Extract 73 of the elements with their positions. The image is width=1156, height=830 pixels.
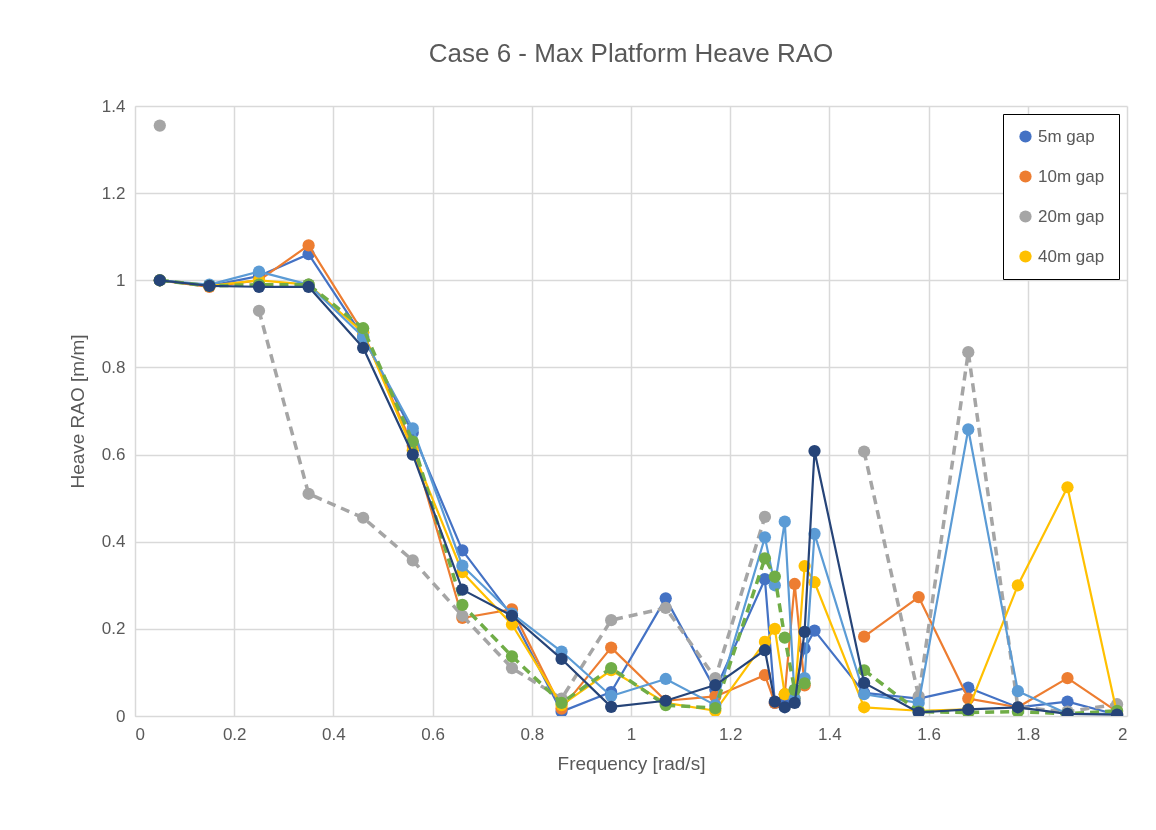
point <box>768 570 781 583</box>
point <box>659 601 672 615</box>
point <box>758 552 772 565</box>
x-tick-label: 0.4 <box>322 724 346 744</box>
point <box>808 444 821 458</box>
y-tick-label: 0.4 <box>101 532 126 552</box>
point <box>858 445 871 458</box>
point <box>456 583 469 596</box>
point <box>858 701 871 714</box>
chart-title: Case 6 - Max Platform Heave RAO <box>428 38 834 68</box>
x-axis-title: Frequency [rad/s] <box>557 752 706 774</box>
y-tick-label: 0.6 <box>101 445 126 465</box>
point <box>555 652 568 666</box>
legend-label: 20m gap <box>1038 206 1105 226</box>
point <box>605 614 618 627</box>
point <box>456 598 469 611</box>
point <box>788 577 801 591</box>
point <box>758 644 772 657</box>
point <box>406 554 419 567</box>
point <box>858 676 871 689</box>
x-tick-label: 0.6 <box>421 724 445 744</box>
point <box>605 641 618 654</box>
point <box>357 341 370 354</box>
x-tick-label: 1.2 <box>718 724 743 744</box>
point <box>357 322 370 335</box>
y-axis-title: Heave RAO [m/m] <box>66 334 88 489</box>
x-tick-label: 1 <box>626 724 637 744</box>
point <box>778 631 791 644</box>
x-tick-label: 0.2 <box>222 724 247 744</box>
x-tick-label: 0 <box>135 724 145 744</box>
point <box>505 650 519 663</box>
legend-label: 10m gap <box>1038 166 1105 186</box>
point <box>778 701 791 714</box>
y-tick-label: 0 <box>116 706 126 726</box>
point <box>778 515 791 528</box>
point <box>302 487 315 500</box>
point <box>406 448 419 461</box>
legend-label: 40m gap <box>1038 246 1105 266</box>
point <box>252 265 266 278</box>
point <box>758 531 772 544</box>
point <box>659 672 672 686</box>
point <box>858 630 871 643</box>
x-tick-label: 1.6 <box>917 724 941 744</box>
point <box>768 622 781 635</box>
point <box>605 689 618 703</box>
point <box>912 590 925 604</box>
point <box>788 696 801 710</box>
y-tick-label: 1 <box>116 270 126 290</box>
point <box>302 239 315 252</box>
point <box>153 119 166 132</box>
point <box>1011 685 1024 698</box>
point <box>962 423 975 436</box>
point <box>505 661 519 675</box>
x-tick-label: 0.8 <box>520 724 545 744</box>
point <box>357 511 370 524</box>
point <box>962 346 975 359</box>
point <box>709 678 722 692</box>
y-tick-label: 1.2 <box>101 183 126 203</box>
y-tick-label: 0.8 <box>101 357 126 377</box>
point <box>456 559 469 572</box>
x-tick-label: 1.4 <box>818 724 842 744</box>
point <box>1061 481 1074 494</box>
x-tick-label: 1.8 <box>1016 724 1041 744</box>
x-tick-label: 2 <box>1118 724 1128 744</box>
point <box>605 700 618 713</box>
legend-label: 5m gap <box>1038 126 1095 146</box>
y-tick-label: 1.4 <box>101 96 126 116</box>
point <box>252 304 266 317</box>
y-tick-label: 0.2 <box>101 619 126 639</box>
point <box>1011 579 1024 592</box>
point <box>758 510 772 523</box>
point <box>1061 671 1074 685</box>
point <box>798 625 811 639</box>
